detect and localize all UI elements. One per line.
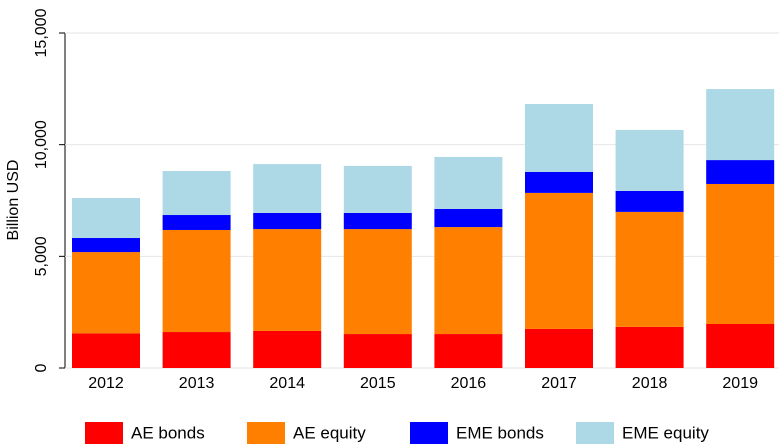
bar-segment [343,165,412,214]
bar-segment [343,213,412,230]
bar-segment [615,326,684,368]
x-tick-label: 2014 [269,375,305,392]
x-tick-label: 2016 [451,375,487,392]
bar-segment [706,89,775,161]
legend-swatch [410,422,448,444]
bar-segment [72,333,140,368]
legend-label: AE bonds [131,423,205,442]
bar-segment [615,190,684,212]
legend-swatch [576,422,614,444]
x-tick-label: 2017 [541,375,577,392]
bar-segment [434,156,503,209]
bar-segment [162,229,231,333]
legend-swatch [247,422,285,444]
x-tick-label: 2013 [179,375,215,392]
bar-segment [343,334,412,368]
bar-segment [253,330,322,368]
x-tick-label: 2012 [88,375,124,392]
bar-segment [253,213,322,230]
bar-segment [706,324,775,368]
bar-segment [162,171,231,216]
bar-segment [434,227,503,335]
y-axis-label: Billion USD [5,160,22,241]
bar-segment [72,238,140,253]
bar-segment [162,332,231,368]
bar-segment [72,198,140,239]
bar-segment [525,192,593,329]
bar-segment [615,211,684,327]
bar-segment [615,129,684,191]
legend-label: EME bonds [456,423,544,442]
bar-segment [525,171,593,193]
x-tick-label: 2015 [360,375,396,392]
y-tick-label: 0 [33,363,50,372]
x-tick-label: 2019 [722,375,758,392]
bar-segment [525,328,593,368]
y-tick-label: 10,000 [33,120,50,169]
bar-segment [525,104,593,172]
bar-segment [72,252,140,334]
bar-segment [434,334,503,368]
legend-swatch [85,422,123,444]
bar-segment [343,229,412,335]
y-tick-label: 15,000 [33,8,50,57]
y-tick-label: 5,000 [33,236,50,276]
bar-segment [253,229,322,331]
legend-label: AE equity [293,423,366,442]
legend-label: EME equity [622,423,709,442]
bar-segment [706,183,775,325]
x-tick-label: 2018 [632,375,668,392]
bar-segment [434,208,503,228]
bar-segment [162,215,231,230]
bar-segment [253,164,322,214]
bar-segment [706,160,775,184]
